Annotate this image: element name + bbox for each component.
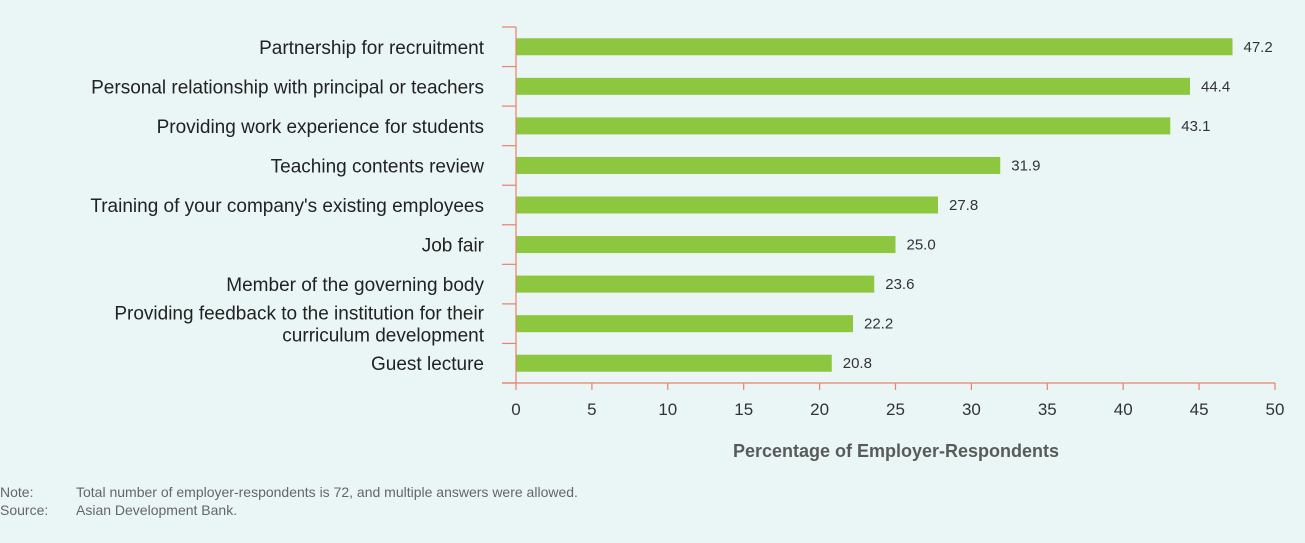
source-text: Asian Development Bank.	[76, 502, 238, 518]
x-tick-label-45: 45	[1190, 400, 1209, 419]
category-label-6: Job fair	[422, 236, 485, 257]
value-label-6: 25.0	[907, 237, 936, 254]
bars-layer	[516, 38, 1233, 372]
category-label-7: Member of the governing body	[226, 275, 484, 296]
x-tick-label-30: 30	[962, 400, 981, 419]
x-tick-label-40: 40	[1114, 400, 1133, 419]
x-tick-label-35: 35	[1038, 400, 1057, 419]
value-label-2: 44.4	[1201, 78, 1230, 95]
value-label-4: 31.9	[1011, 157, 1040, 174]
value-label-7: 23.6	[885, 276, 914, 293]
bar-8	[516, 315, 853, 333]
bar-5	[516, 196, 939, 214]
category-label-3: Providing work experience for students	[157, 117, 484, 138]
source-row: Source: Asian Development Bank.	[0, 501, 578, 519]
category-label-8-line-1: Providing feedback to the institution fo…	[114, 304, 484, 325]
x-tick-label-0: 0	[511, 400, 520, 419]
x-tick-label-15: 15	[734, 400, 753, 419]
category-label-1: Partnership for recruitment	[259, 38, 485, 59]
bar-2	[516, 77, 1190, 95]
value-label-1: 47.2	[1243, 39, 1272, 56]
bar-chart: 47.2 Partnership for recruitment 44.4 Perso…	[90, 26, 1284, 461]
bar-1	[516, 38, 1233, 56]
x-axis-title: Percentage of Employer-Respondents	[733, 441, 1059, 461]
note-key: Note:	[0, 484, 34, 500]
footnotes: Note: Total number of employer-responden…	[0, 483, 578, 519]
bar-9	[516, 354, 832, 372]
bar-7	[516, 275, 875, 293]
x-tick-label-50: 50	[1266, 400, 1285, 419]
value-label-8: 22.2	[864, 316, 893, 333]
category-label-4: Teaching contents review	[271, 156, 485, 177]
value-label-3: 43.1	[1181, 118, 1210, 135]
category-label-8-line-2: curriculum development	[282, 326, 484, 347]
x-tick-label-20: 20	[810, 400, 829, 419]
x-tick-label-5: 5	[587, 400, 596, 419]
note-row: Note: Total number of employer-responden…	[0, 483, 578, 501]
x-tick-label-25: 25	[886, 400, 905, 419]
bar-6	[516, 236, 896, 254]
note-text: Total number of employer-respondents is …	[76, 484, 578, 500]
source-key: Source:	[0, 502, 49, 518]
axis-layer	[502, 26, 1276, 390]
value-label-9: 20.8	[843, 355, 872, 372]
bar-3	[516, 117, 1171, 135]
category-label-9: Guest lecture	[371, 354, 484, 375]
bar-4	[516, 156, 1001, 174]
category-label-5: Training of your company's existing empl…	[90, 196, 484, 217]
labels-layer: 47.2 Partnership for recruitment 44.4 Perso…	[90, 38, 1284, 419]
value-label-5: 27.8	[949, 197, 978, 214]
category-label-2: Personal relationship with principal or …	[91, 77, 484, 98]
x-tick-label-10: 10	[658, 400, 677, 419]
